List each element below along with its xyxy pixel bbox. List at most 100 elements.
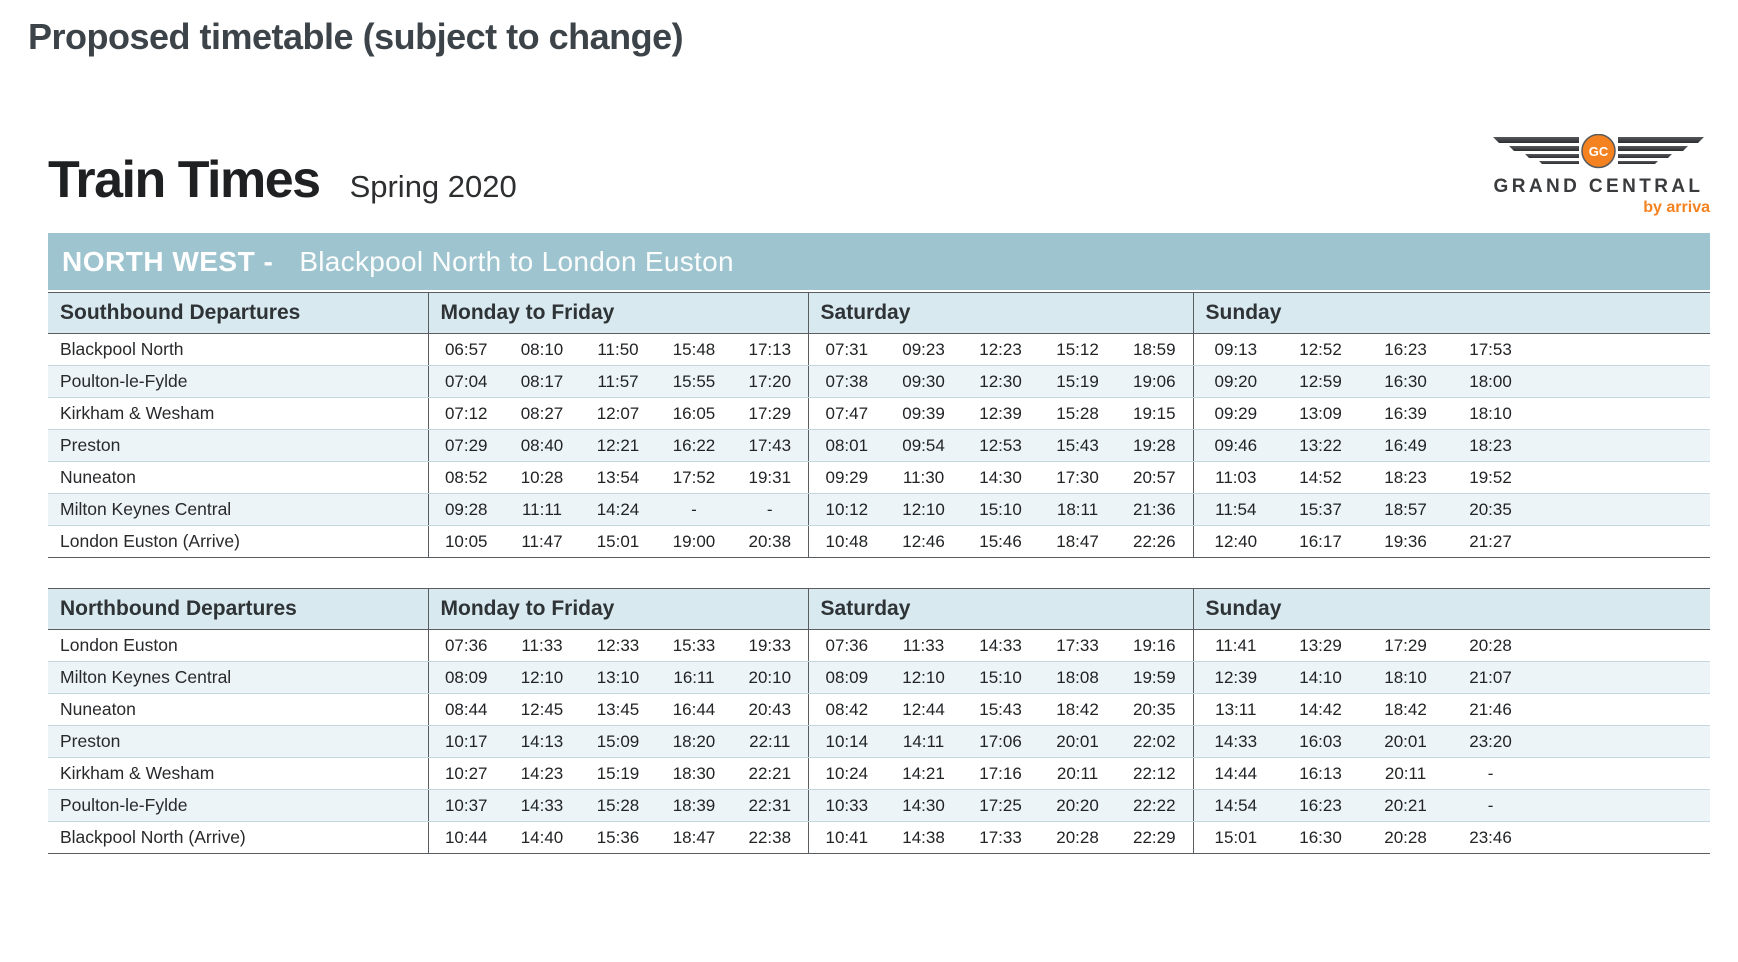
masthead: Train Times Spring 2020 — [48, 150, 517, 210]
time-cell: 12:21 — [580, 429, 656, 462]
station-cell: Preston — [48, 429, 428, 462]
table-row: Kirkham & Wesham 10:27 14:23 15:19 18:30 22:2… — [48, 757, 1710, 790]
time-cell: 18:59 — [1116, 333, 1194, 366]
time-cell: 15:01 — [580, 525, 656, 558]
time-cell: 14:33 — [962, 629, 1040, 662]
time-cell: 11:33 — [885, 629, 963, 662]
time-cell: 11:11 — [504, 493, 580, 526]
time-cell: 09:46 — [1192, 429, 1279, 462]
group-header: Sunday — [1192, 292, 1710, 334]
time-cell: 17:29 — [1363, 629, 1449, 662]
time-cell: 08:52 — [427, 461, 504, 494]
time-cell: 18:10 — [1363, 661, 1449, 694]
time-cell: 19:31 — [732, 461, 809, 494]
season-label: Spring 2020 — [349, 169, 517, 204]
time-cell: 11:47 — [504, 525, 580, 558]
time-cell: 09:20 — [1192, 365, 1279, 398]
time-cell: 20:35 — [1448, 493, 1534, 526]
time-cell: 10:28 — [504, 461, 580, 494]
group-header: Saturday — [807, 292, 1194, 334]
time-cell: 21:46 — [1448, 693, 1534, 726]
time-cell: 18:11 — [1039, 493, 1117, 526]
train-times-title: Train Times — [48, 151, 321, 209]
table-row: Milton Keynes Central 09:28 11:11 14:24- -10… — [48, 493, 1710, 526]
time-cell: 18:42 — [1363, 693, 1449, 726]
station-cell: Milton Keynes Central — [48, 661, 428, 694]
time-cell: 20:01 — [1039, 725, 1117, 758]
time-cell: 09:29 — [1192, 397, 1279, 430]
time-cell: 10:17 — [427, 725, 504, 758]
southbound-table: Southbound Departures Monday to Friday Sat… — [48, 292, 1710, 558]
time-cell: 12:30 — [962, 365, 1040, 398]
time-cell: 16:17 — [1278, 525, 1364, 558]
time-cell: 09:30 — [885, 365, 963, 398]
time-cell: 22:02 — [1116, 725, 1194, 758]
time-cell: 08:40 — [504, 429, 580, 462]
time-cell: 08:44 — [427, 693, 504, 726]
time-cell: 16:30 — [1363, 365, 1449, 398]
table-row: Poulton-le-Fylde 10:37 14:33 15:28 18:39 22:3… — [48, 789, 1710, 822]
time-cell: 21:07 — [1448, 661, 1534, 694]
time-cell: 07:12 — [427, 397, 504, 430]
time-cell: 15:09 — [580, 725, 656, 758]
time-cell: 20:57 — [1116, 461, 1194, 494]
time-cell: 20:20 — [1039, 789, 1117, 822]
time-cell: 14:33 — [504, 789, 580, 822]
time-cell: 15:46 — [962, 525, 1040, 558]
time-cell: 12:10 — [504, 661, 580, 694]
time-cell: 15:10 — [962, 493, 1040, 526]
time-cell: 12:39 — [1192, 661, 1279, 694]
time-cell: 14:42 — [1278, 693, 1364, 726]
time-cell: 13:22 — [1278, 429, 1364, 462]
time-cell: 10:24 — [807, 757, 886, 790]
time-cell: 07:47 — [807, 397, 886, 430]
filler-cell — [1533, 725, 1710, 758]
filler-cell — [1533, 461, 1710, 494]
table-title: Northbound Departures — [48, 588, 428, 630]
station-cell: Blackpool North — [48, 333, 428, 366]
time-cell: 17:16 — [962, 757, 1040, 790]
time-cell: 18:23 — [1363, 461, 1449, 494]
table-row: Nuneaton 08:44 12:45 13:45 16:44 20:43 08:42 12… — [48, 693, 1710, 726]
table-row: London Euston (Arrive) 10:05 11:47 15:01 19:… — [48, 525, 1710, 558]
time-cell: 16:44 — [656, 693, 732, 726]
time-cell: 15:33 — [656, 629, 732, 662]
time-cell: 15:36 — [580, 821, 656, 854]
time-cell: 17:53 — [1448, 333, 1534, 366]
time-cell: 16:05 — [656, 397, 732, 430]
filler-cell — [1533, 757, 1710, 790]
time-cell: 14:21 — [885, 757, 963, 790]
group-header: Monday to Friday — [427, 588, 809, 630]
logo-brand-text: GRAND CENTRAL — [1493, 176, 1704, 197]
header-row: Northbound Departures Monday to Friday Sat… — [48, 588, 1710, 630]
time-cell: 18:08 — [1039, 661, 1117, 694]
time-cell: 08:17 — [504, 365, 580, 398]
time-cell: 13:11 — [1192, 693, 1279, 726]
time-cell: 09:29 — [807, 461, 886, 494]
time-cell: 09:28 — [427, 493, 504, 526]
time-cell: 14:44 — [1192, 757, 1279, 790]
time-cell: 12:10 — [885, 661, 963, 694]
filler-cell — [1533, 693, 1710, 726]
time-cell: 14:11 — [885, 725, 963, 758]
time-cell: 20:28 — [1363, 821, 1449, 854]
time-cell: 08:10 — [504, 333, 580, 366]
time-cell: 17:52 — [656, 461, 732, 494]
time-cell: 17:43 — [732, 429, 809, 462]
time-cell: 12:33 — [580, 629, 656, 662]
time-cell: 17:25 — [962, 789, 1040, 822]
northbound-table: Northbound Departures Monday to Friday Sat… — [48, 588, 1710, 854]
time-cell: 09:39 — [885, 397, 963, 430]
table-row: Preston 07:29 08:40 12:21 16:22 17:43 08:01 09:… — [48, 429, 1710, 462]
time-cell: 20:43 — [732, 693, 809, 726]
table-row: Poulton-le-Fylde 07:04 08:17 11:57 15:55 17:2… — [48, 365, 1710, 398]
time-cell: 08:09 — [807, 661, 886, 694]
time-cell: 12:59 — [1278, 365, 1364, 398]
table-title: Southbound Departures — [48, 292, 428, 334]
time-cell: 22:11 — [732, 725, 809, 758]
time-cell: 19:28 — [1116, 429, 1194, 462]
time-cell: 19:16 — [1116, 629, 1194, 662]
time-cell: 17:33 — [1039, 629, 1117, 662]
time-cell: 20:28 — [1039, 821, 1117, 854]
time-cell: 15:19 — [1039, 365, 1117, 398]
